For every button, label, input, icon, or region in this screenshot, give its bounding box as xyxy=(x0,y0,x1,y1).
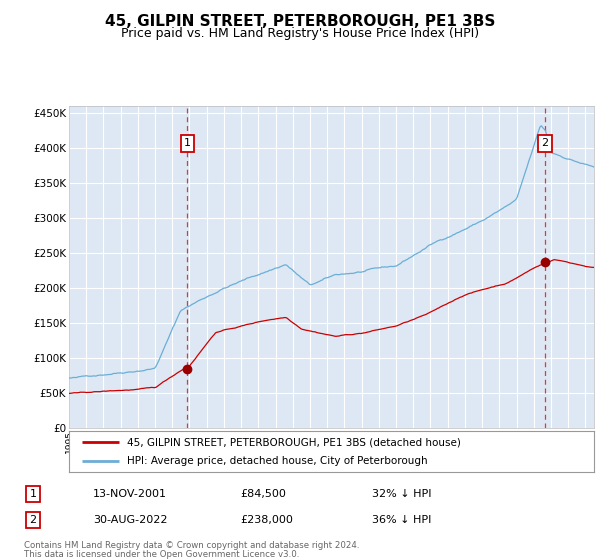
Text: 32% ↓ HPI: 32% ↓ HPI xyxy=(372,489,431,499)
Text: 45, GILPIN STREET, PETERBOROUGH, PE1 3BS: 45, GILPIN STREET, PETERBOROUGH, PE1 3BS xyxy=(105,14,495,29)
Text: 30-AUG-2022: 30-AUG-2022 xyxy=(93,515,167,525)
Text: HPI: Average price, detached house, City of Peterborough: HPI: Average price, detached house, City… xyxy=(127,456,427,466)
Text: 1: 1 xyxy=(29,489,37,499)
Text: 36% ↓ HPI: 36% ↓ HPI xyxy=(372,515,431,525)
Text: £84,500: £84,500 xyxy=(240,489,286,499)
Text: 2: 2 xyxy=(29,515,37,525)
Text: 13-NOV-2001: 13-NOV-2001 xyxy=(93,489,167,499)
Text: 1: 1 xyxy=(184,138,191,148)
Text: 2: 2 xyxy=(542,138,548,148)
Text: Price paid vs. HM Land Registry's House Price Index (HPI): Price paid vs. HM Land Registry's House … xyxy=(121,27,479,40)
Text: This data is licensed under the Open Government Licence v3.0.: This data is licensed under the Open Gov… xyxy=(24,550,299,559)
Text: Contains HM Land Registry data © Crown copyright and database right 2024.: Contains HM Land Registry data © Crown c… xyxy=(24,541,359,550)
Text: 45, GILPIN STREET, PETERBOROUGH, PE1 3BS (detached house): 45, GILPIN STREET, PETERBOROUGH, PE1 3BS… xyxy=(127,437,461,447)
Text: £238,000: £238,000 xyxy=(240,515,293,525)
